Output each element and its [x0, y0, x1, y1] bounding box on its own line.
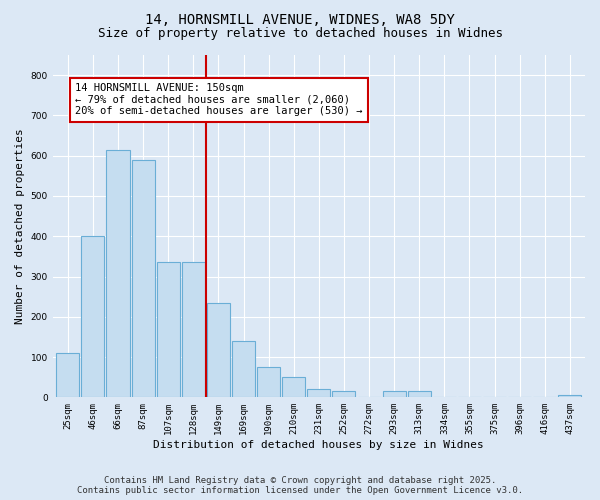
Bar	[131, 160, 155, 398]
Text: Contains HM Land Registry data © Crown copyright and database right 2025.
Contai: Contains HM Land Registry data © Crown c…	[77, 476, 523, 495]
Bar	[232, 341, 255, 398]
Bar	[56, 353, 79, 398]
Bar	[559, 396, 581, 398]
X-axis label: Distribution of detached houses by size in Widnes: Distribution of detached houses by size …	[154, 440, 484, 450]
Bar	[408, 392, 431, 398]
Y-axis label: Number of detached properties: Number of detached properties	[15, 128, 25, 324]
Bar	[282, 377, 305, 398]
Text: 14 HORNSMILL AVENUE: 150sqm
← 79% of detached houses are smaller (2,060)
20% of : 14 HORNSMILL AVENUE: 150sqm ← 79% of det…	[75, 83, 363, 116]
Bar	[307, 390, 331, 398]
Text: Size of property relative to detached houses in Widnes: Size of property relative to detached ho…	[97, 28, 503, 40]
Bar	[81, 236, 104, 398]
Bar	[157, 262, 180, 398]
Bar	[257, 367, 280, 398]
Bar	[207, 302, 230, 398]
Bar	[106, 150, 130, 398]
Bar	[332, 392, 355, 398]
Text: 14, HORNSMILL AVENUE, WIDNES, WA8 5DY: 14, HORNSMILL AVENUE, WIDNES, WA8 5DY	[145, 12, 455, 26]
Bar	[182, 262, 205, 398]
Bar	[383, 392, 406, 398]
